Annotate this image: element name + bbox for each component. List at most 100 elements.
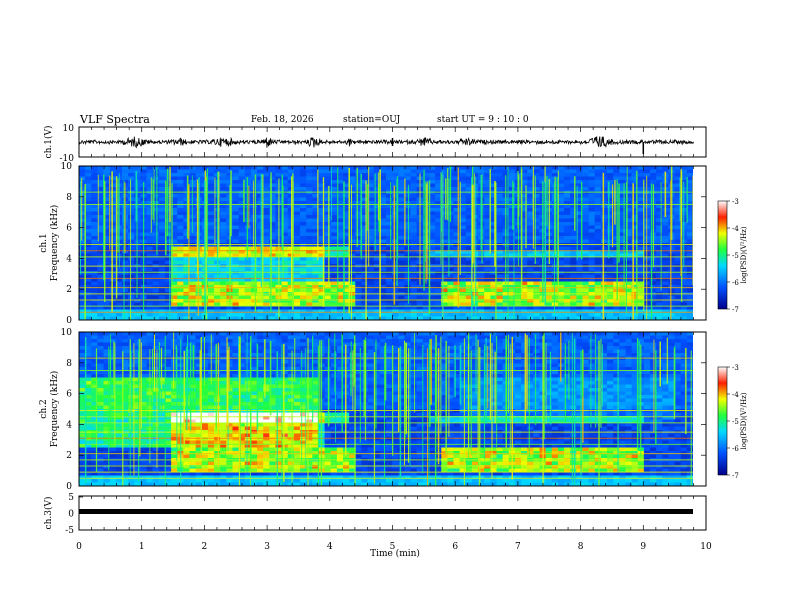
spectrogram-cell xyxy=(263,173,270,178)
spectrogram-cell xyxy=(404,211,412,216)
spectrogram-cell xyxy=(232,288,240,293)
spectrogram-cell xyxy=(625,306,633,311)
spectrogram-cell xyxy=(588,285,596,290)
spectrogram-cell xyxy=(465,302,473,307)
spectrogram-cell xyxy=(490,257,498,262)
spectrogram-cell xyxy=(361,208,369,213)
spectrogram-cell xyxy=(656,201,663,206)
spectrogram-cell xyxy=(367,274,375,279)
spectrogram-cell xyxy=(471,166,479,171)
spectrogram-cell xyxy=(85,302,92,307)
spectrogram-cell xyxy=(588,306,596,311)
spectrogram-cell xyxy=(318,183,326,188)
spectrogram-cell xyxy=(576,295,584,300)
spectrogram-cell xyxy=(355,218,363,223)
spectrogram-cell xyxy=(97,176,105,181)
spectrogram-cell xyxy=(207,250,215,255)
spectrogram-cell xyxy=(600,309,608,314)
spectrogram-cell xyxy=(146,218,154,223)
spectrogram-cell xyxy=(373,169,381,174)
spectrogram-cell xyxy=(79,433,86,438)
spectrogram-cell xyxy=(207,211,215,216)
spectrogram-cell xyxy=(508,239,516,244)
spectrogram-cell xyxy=(238,215,246,220)
spectrogram-cell xyxy=(128,260,135,265)
spectrogram-cell xyxy=(367,250,375,255)
spectrogram-cell xyxy=(441,236,448,241)
spectrogram-cell xyxy=(330,222,338,227)
spectrogram-cell xyxy=(121,278,129,283)
spectrogram-cell xyxy=(97,194,105,199)
spectrogram-cell xyxy=(373,222,381,227)
spectrogram-cell xyxy=(306,246,313,251)
spectrogram-cell xyxy=(570,257,577,262)
spectrogram-cell xyxy=(625,218,633,223)
spectrogram-cell xyxy=(674,222,682,227)
spectrogram-cell xyxy=(343,302,350,307)
spectrogram-cell xyxy=(121,260,129,265)
spectrogram-cell xyxy=(281,267,289,272)
spectrogram-cell xyxy=(152,267,160,272)
spectrogram-cell xyxy=(398,225,406,230)
spectrogram-cell xyxy=(686,288,694,293)
spectrogram-cell xyxy=(263,218,270,223)
spectrogram-cell xyxy=(379,288,387,293)
spectrogram-cell xyxy=(306,271,313,276)
spectrogram-cell xyxy=(465,169,473,174)
spectrogram-cell xyxy=(85,313,92,318)
spectrogram-cell xyxy=(428,183,436,188)
spectrogram-cell xyxy=(177,285,184,290)
spectrogram-cell xyxy=(306,211,313,216)
spectrogram-cell xyxy=(355,288,363,293)
spectrogram-cell xyxy=(269,180,277,185)
spectrogram-cell xyxy=(97,370,105,375)
spectrogram-cell xyxy=(582,180,590,185)
spectrogram-cell xyxy=(428,246,436,251)
spectrogram-cell xyxy=(496,257,504,262)
spectrogram-cell xyxy=(674,232,682,237)
spectrogram-cell xyxy=(379,253,387,258)
spectrogram-cell xyxy=(324,243,332,248)
spectrogram-cell xyxy=(410,313,418,318)
spectrogram-cell xyxy=(134,316,141,320)
spectrogram-cell xyxy=(557,313,565,318)
spectrogram-cell xyxy=(330,229,338,234)
spectrogram-cell xyxy=(85,204,92,209)
spectrogram-cell xyxy=(392,225,399,230)
spectrogram-cell xyxy=(557,166,565,171)
spectrogram-cell xyxy=(625,183,633,188)
spectrogram-cell xyxy=(373,250,381,255)
spectrogram-cell xyxy=(435,197,442,202)
spectrogram-cell xyxy=(551,173,559,178)
spectrogram-cell xyxy=(686,302,694,307)
spectrogram-cell xyxy=(79,253,86,258)
spectrogram-cell xyxy=(85,295,92,300)
spectrogram-cell xyxy=(324,271,332,276)
spectrogram-cell xyxy=(686,239,694,244)
spectrogram-cell xyxy=(447,222,455,227)
spectrogram-cell xyxy=(680,306,688,311)
spectrogram-cell xyxy=(656,208,663,213)
spectrogram-cell xyxy=(447,302,455,307)
spectrogram-cell xyxy=(232,253,240,258)
spectrogram-cell xyxy=(594,250,602,255)
spectrogram-cell xyxy=(404,299,412,304)
spectrogram-cell xyxy=(115,267,123,272)
spectrogram-cell xyxy=(128,176,135,181)
spectrogram-cell xyxy=(343,169,350,174)
spectrogram-cell xyxy=(637,169,645,174)
spectrogram-cell xyxy=(244,204,252,209)
spectrogram-cell xyxy=(607,302,614,307)
spectrogram-cell xyxy=(306,194,313,199)
spectrogram-cell xyxy=(134,313,141,318)
spectrogram-cell xyxy=(238,173,246,178)
spectrogram-cell xyxy=(570,173,577,178)
spectrogram-cell xyxy=(435,267,442,272)
spectrogram-cell xyxy=(269,316,277,320)
spectrogram-cell xyxy=(207,302,215,307)
spectrogram-cell xyxy=(533,236,541,241)
spectrogram-cell xyxy=(625,257,633,262)
spectrogram-cell xyxy=(490,180,498,185)
spectrogram-cell xyxy=(643,316,651,320)
station-label: station=OUJ xyxy=(343,115,401,125)
